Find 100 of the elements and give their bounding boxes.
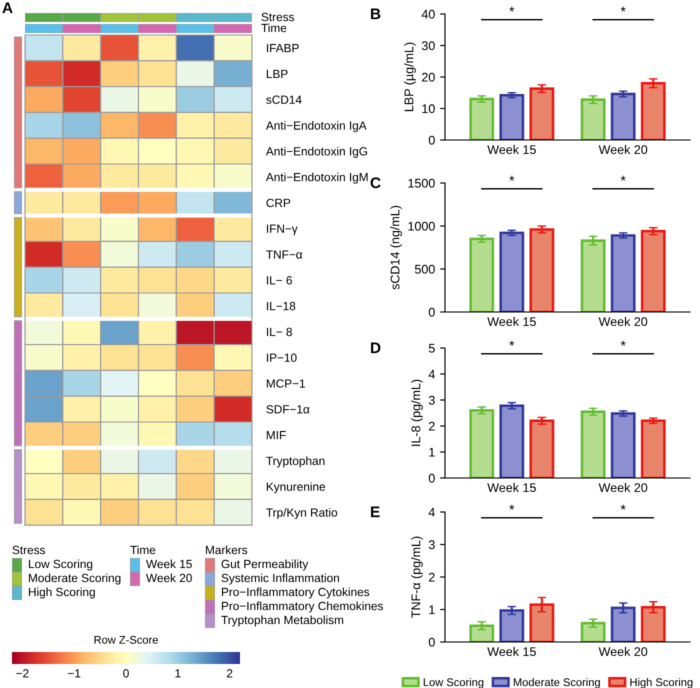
legend-label: Moderate Scoring [28,573,120,585]
y-axis-title: TNF-α (pg/mL) [411,536,423,618]
y-tick-label: 10 [422,104,435,114]
text: * [620,6,626,12]
bar [580,410,606,478]
bar [610,412,636,478]
y-tick-label: 1 [429,448,435,457]
legend-label: Gut Permeability [222,559,308,571]
chart-title: C [370,177,381,188]
y-tick-label: CRP [266,198,290,208]
y-tick-label: 2 [428,422,435,431]
color-bar-label: 2 [226,669,232,678]
y-tick-label: 30 [422,41,435,50]
bar [530,420,554,478]
y-tick-label: Anti−Endotoxin IgG [266,146,368,158]
y-tick-label: IL−18 [266,302,296,310]
bar [469,409,494,478]
y-tick-label: 2 [428,572,435,582]
bar [469,624,494,642]
text: * [509,340,514,346]
legend-title: Time [130,545,156,554]
bar [640,82,666,140]
y-axis-title: LBP (µg/mL) [404,42,416,112]
color-bar-title: Row Z-Score [94,636,158,644]
chart-title: D [371,342,380,354]
legend-title: Stress [12,546,46,554]
text: Time [261,24,286,32]
legend-label: Moderate Scoring [514,678,600,688]
bar [499,404,524,478]
chart-title: E [371,506,380,518]
legend-label: High Scoring [630,678,692,688]
text: * [620,176,626,181]
color-bar-label: 1 [175,669,181,678]
bar [640,606,666,642]
y-axis-title: sCD14 (ng/mL) [390,206,402,290]
legend-label: Tryptophan Metabolism [221,615,344,627]
y-tick-label: 40 [422,10,435,19]
y-tick-label: 3 [428,396,435,405]
legend-label: Week 15 [146,559,192,568]
y-tick-label: MCP−1 [266,379,306,388]
legend-label: Low Scoring [28,559,92,571]
y-tick-label: Kynurenine [266,482,326,494]
bar [610,606,636,642]
legend-label: Low Scoring [424,678,484,688]
bar [580,622,606,642]
color-bar-label: 0 [123,669,129,678]
text: * [620,504,626,510]
chart-title: A [2,2,13,14]
bar [610,234,636,312]
y-tick-label: IFN−γ [266,224,298,236]
y-tick-label: 1000 [408,222,435,231]
y-tick-label: 3 [428,540,435,550]
bar [580,98,606,140]
text: Stress [262,12,294,22]
legend-label: Pro−Inflammatory Chemokines [222,601,383,613]
y-axis-title: IL-8 (pg/mL) [411,380,423,446]
bar [580,239,606,312]
y-tick-label: 5 [428,344,435,353]
y-tick-label: IL− 8 [266,328,292,336]
legend-label: High Scoring [28,587,95,599]
y-tick-label: SDF−1α [266,405,310,414]
bar [530,228,554,312]
color-bar-label: −1 [68,669,80,678]
y-tick-label: Tryptophan [266,456,324,468]
legend-label: Systemic Inflammation [222,573,339,585]
chart-title: B [371,8,380,20]
y-tick-label: 20 [422,72,435,82]
y-tick-label: 1500 [408,178,435,188]
y-tick-label: Trp/Kyn Ratio [266,508,338,520]
y-tick-label: Anti−Endotoxin IgA [266,121,367,132]
text: * [509,504,514,510]
bar [640,230,666,312]
y-tick-label: 0 [428,638,435,647]
y-tick-label: IFABP [266,44,299,52]
bar [499,232,524,312]
y-tick-label: MIF [266,431,286,440]
y-tick-label: 0 [428,136,435,145]
legend-title: Markers [206,545,248,554]
bar [469,238,494,312]
y-tick-label: LBP [266,70,288,78]
y-tick-label: IL− 6 [266,276,292,284]
y-tick-label: 4 [428,508,435,517]
bar [499,94,524,140]
y-tick-label: 1 [429,605,435,614]
bar [530,87,554,140]
y-tick-label: 500 [414,264,435,274]
y-tick-label: 4 [428,370,435,379]
y-tick-label: 0 [428,308,435,317]
y-tick-label: TNF−α [266,250,302,259]
color-bar-label: −2 [16,669,28,678]
y-tick-label: sCD14 [266,96,302,104]
y-tick-label: 0 [428,474,435,483]
text: * [509,6,514,12]
legend-label: Pro−Inflammatory Cytokines [222,587,370,599]
text: * [509,176,514,181]
legend-label: Week 20 [146,573,192,582]
text: * [620,340,626,346]
bar [610,92,636,140]
bar [469,98,494,140]
bar [499,609,524,642]
